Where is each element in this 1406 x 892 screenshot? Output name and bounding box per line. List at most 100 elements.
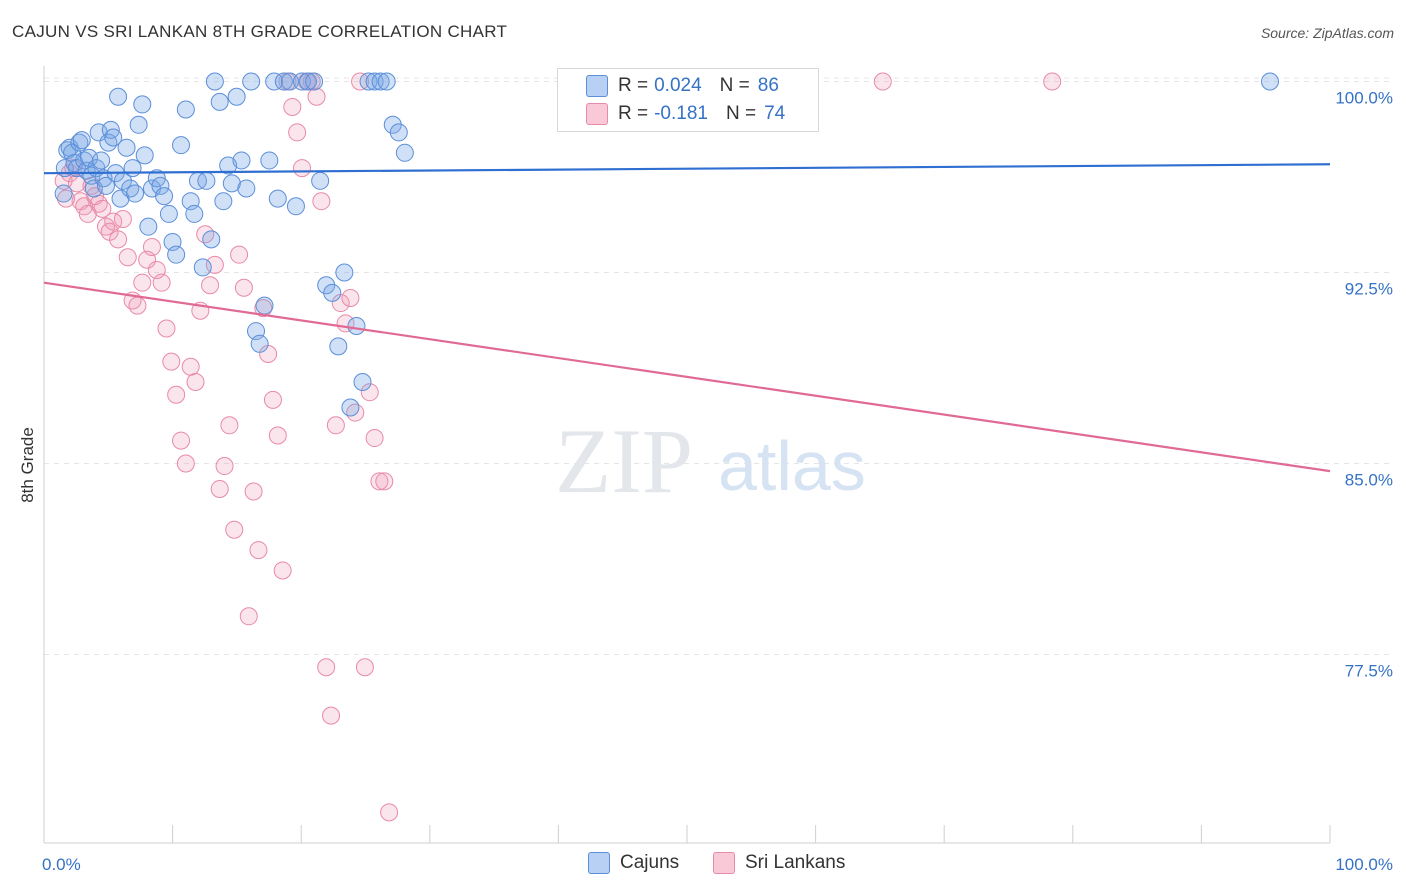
- data-point-sri-lankans: [346, 403, 365, 422]
- data-point-sri-lankans: [1043, 72, 1062, 91]
- data-point-cajuns: [121, 179, 140, 198]
- series-legend: Cajuns Sri Lankans: [0, 852, 1406, 878]
- data-point-sri-lankans: [307, 87, 326, 106]
- data-point-cajuns: [214, 192, 233, 211]
- data-point-sri-lankans: [268, 426, 287, 445]
- data-point-sri-lankans: [215, 457, 234, 476]
- data-point-cajuns: [94, 169, 113, 188]
- data-point-cajuns: [265, 72, 284, 91]
- data-point-sri-lankans: [249, 541, 268, 560]
- data-point-cajuns: [210, 92, 229, 111]
- data-point-cajuns: [151, 176, 170, 195]
- data-point-cajuns: [242, 72, 261, 91]
- data-point-cajuns: [395, 143, 414, 162]
- data-point-sri-lankans: [109, 230, 128, 249]
- y-tick-label: 77.5%: [1345, 662, 1393, 681]
- data-point-sri-lankans: [67, 174, 86, 193]
- data-point-cajuns: [341, 398, 360, 417]
- data-point-cajuns: [109, 87, 128, 106]
- data-point-sri-lankans: [152, 273, 171, 292]
- data-point-cajuns: [123, 159, 142, 178]
- data-point-sri-lankans: [341, 288, 360, 307]
- data-point-sri-lankans: [133, 273, 152, 292]
- data-point-sri-lankans: [312, 192, 331, 211]
- n-value: 86: [757, 75, 779, 96]
- watermark: ZIP atlas: [555, 410, 866, 512]
- data-point-sri-lankans: [176, 454, 195, 473]
- tick-labels: 77.5% 85.0% 92.5% 100.0% 0.0% 100.0%: [42, 89, 1393, 875]
- data-point-sri-lankans: [273, 561, 292, 580]
- r-value: 0.024: [654, 75, 702, 96]
- data-point-cajuns: [323, 283, 342, 302]
- data-point-cajuns: [237, 179, 256, 198]
- data-point-cajuns: [155, 187, 174, 206]
- trend-line-cajuns: [43, 163, 1331, 175]
- data-point-cajuns: [268, 189, 287, 208]
- y-axis-label: 8th Grade: [18, 427, 37, 503]
- data-point-cajuns: [232, 151, 251, 170]
- data-point-cajuns: [70, 133, 89, 152]
- data-point-cajuns: [101, 120, 120, 139]
- data-point-cajuns: [371, 72, 390, 91]
- axes: [43, 66, 1331, 844]
- data-point-cajuns: [260, 151, 279, 170]
- data-point-sri-lankans: [186, 373, 205, 392]
- legend-label: Cajuns: [620, 852, 680, 873]
- chart-title: CAJUN VS SRI LANKAN 8TH GRADE CORRELATIO…: [12, 22, 508, 41]
- data-point-sri-lankans: [57, 189, 76, 208]
- data-point-sri-lankans: [118, 248, 137, 267]
- trend-lines: [43, 163, 1331, 473]
- data-point-cajuns: [133, 95, 152, 114]
- data-point-sri-lankans: [380, 803, 399, 822]
- data-point-sri-lankans: [355, 658, 374, 677]
- data-point-cajuns: [335, 263, 354, 282]
- data-point-cajuns: [159, 204, 178, 223]
- stats-legend: R = 0.024 N = 86 R = -0.181 N = 74: [557, 68, 819, 132]
- data-point-cajuns: [129, 115, 148, 134]
- data-point-sri-lankans: [288, 123, 307, 142]
- data-point-cajuns: [54, 184, 73, 203]
- data-point-sri-lankans: [317, 658, 336, 677]
- trend-line-sri-lankans: [43, 281, 1331, 473]
- data-point-cajuns: [185, 204, 204, 223]
- r-value: -0.181: [654, 103, 708, 124]
- data-point-sri-lankans: [370, 472, 389, 491]
- data-point-cajuns: [222, 174, 241, 193]
- data-point-cajuns: [299, 72, 318, 91]
- data-point-sri-lankans: [225, 520, 244, 539]
- data-point-sri-lankans: [283, 97, 302, 116]
- data-point-sri-lankans: [365, 429, 384, 448]
- data-point-sri-lankans: [181, 357, 200, 376]
- data-point-sri-lankans: [142, 238, 161, 257]
- data-point-sri-lankans: [172, 431, 190, 450]
- data-point-cajuns: [227, 87, 246, 106]
- data-point-sri-lankans: [873, 72, 892, 91]
- data-point-cajuns: [305, 72, 324, 91]
- data-point-sri-lankans: [113, 210, 132, 229]
- stats-row-cajuns: R = 0.024 N = 86: [586, 74, 779, 98]
- y-tick-label: 92.5%: [1345, 280, 1393, 299]
- data-point-sri-lankans: [326, 416, 345, 435]
- legend-item-sri-lankans[interactable]: Sri Lankans: [713, 852, 845, 874]
- data-point-sri-lankans: [157, 319, 176, 338]
- r-label: R =: [618, 103, 649, 124]
- n-label: N =: [719, 75, 750, 96]
- data-point-cajuns: [255, 296, 274, 315]
- legend-item-cajuns[interactable]: Cajuns: [588, 852, 679, 874]
- legend-swatch-blue: [588, 852, 610, 874]
- x-tick-label: 100.0%: [1335, 855, 1393, 874]
- data-point-sri-lankans: [293, 159, 311, 178]
- data-point-sri-lankans: [322, 706, 341, 725]
- data-point-sri-lankans: [234, 278, 253, 297]
- n-label: N =: [725, 103, 757, 124]
- data-point-sri-lankans: [263, 390, 282, 409]
- legend-swatch-pink: [586, 103, 608, 125]
- data-point-cajuns: [193, 258, 212, 277]
- data-point-cajuns: [219, 156, 238, 175]
- y-tick-label: 100.0%: [1335, 89, 1393, 108]
- data-point-sri-lankans: [375, 472, 394, 491]
- data-point-sri-lankans: [244, 482, 263, 501]
- data-point-cajuns: [377, 72, 396, 91]
- data-point-cajuns: [347, 316, 366, 335]
